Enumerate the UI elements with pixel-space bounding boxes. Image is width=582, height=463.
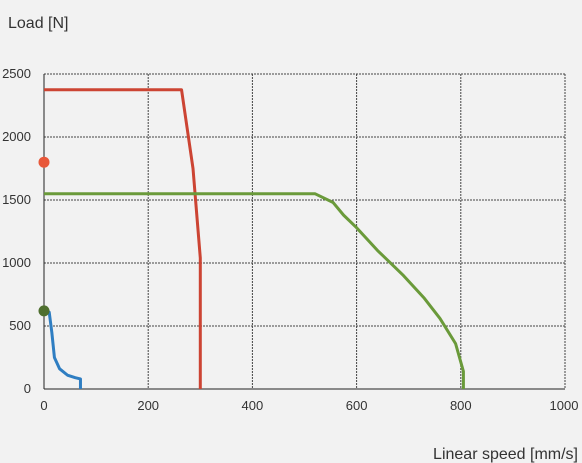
series-layer (43, 88, 465, 389)
x-tick-label: 0 (40, 398, 47, 413)
y-tick-label: 0 (24, 381, 31, 396)
x-axis-title: Linear speed [mm/s] (433, 446, 578, 463)
y-tick-label: 500 (9, 318, 31, 333)
y-tick-label: 2500 (2, 66, 31, 81)
data-point-marker-1 (38, 156, 50, 168)
series-line-2 (44, 192, 465, 389)
y-tick-label: 1000 (2, 255, 31, 270)
series-line-1 (44, 88, 202, 389)
y-tick-label: 2000 (2, 129, 31, 144)
x-tick-label: 400 (242, 398, 264, 413)
marker-layer (38, 156, 50, 317)
grid-lines (43, 73, 566, 390)
x-tick-label: 600 (346, 398, 368, 413)
tick-labels: 0 500 1000 1500 2000 2500 0 200 400 600 800 1000 (2, 66, 578, 413)
series-line-3 (43, 309, 82, 389)
data-point-marker-2 (38, 305, 50, 317)
y-axis-title: Load [N] (8, 15, 68, 32)
x-tick-label: 800 (450, 398, 472, 413)
x-tick-label: 1000 (550, 398, 579, 413)
y-tick-label: 1500 (2, 192, 31, 207)
x-tick-label: 200 (137, 398, 159, 413)
